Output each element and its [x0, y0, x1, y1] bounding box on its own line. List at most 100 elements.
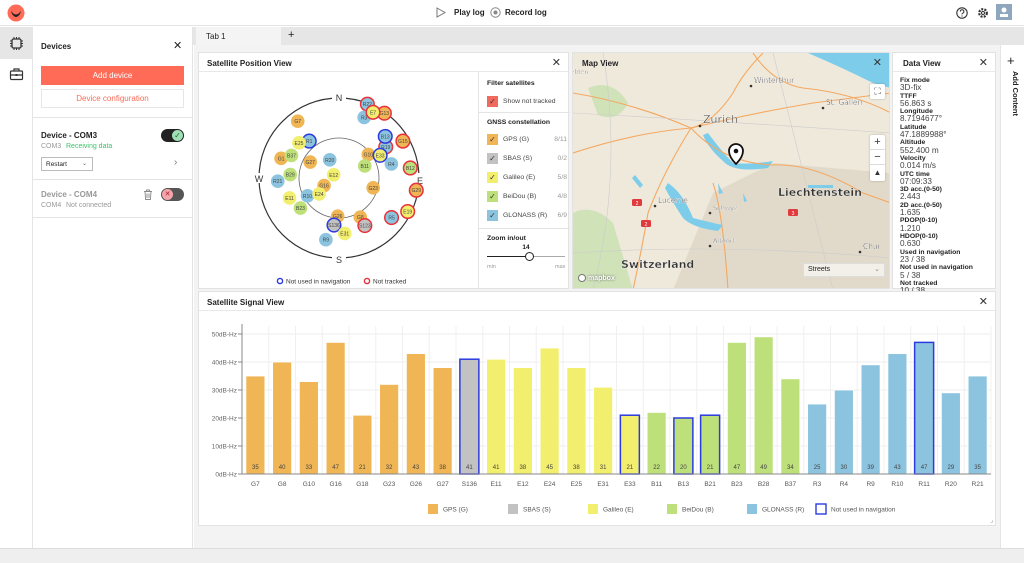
device-com4-toggle[interactable]: ✕: [161, 188, 184, 201]
satellite-R21[interactable]: R21: [270, 174, 285, 189]
satellite-B37[interactable]: B37: [284, 148, 299, 163]
satellite-R5[interactable]: R5: [383, 210, 400, 226]
add-device-button[interactable]: Add device: [41, 66, 184, 85]
rail-devices-button[interactable]: [0, 27, 33, 59]
legend-label: Galileo (E): [603, 507, 634, 514]
satellite-R20[interactable]: R20: [322, 152, 337, 167]
constellation-label: SBAS (S): [503, 154, 533, 162]
satellite-B11[interactable]: B11: [357, 159, 372, 173]
user-avatar[interactable]: [996, 4, 1012, 20]
add-tab-button[interactable]: +: [288, 29, 295, 41]
close-icon[interactable]: ✕: [978, 296, 988, 308]
satellite-E31[interactable]: E31: [337, 226, 352, 241]
bar-G16[interactable]: [325, 341, 346, 475]
satellite-G7[interactable]: G7: [290, 114, 305, 128]
play-log-button[interactable]: Play log: [436, 7, 485, 18]
bar-R3[interactable]: [807, 403, 828, 475]
close-devices-icon[interactable]: ✕: [173, 40, 183, 52]
zoom-slider[interactable]: [487, 252, 565, 261]
satellite-G27[interactable]: G27: [303, 155, 318, 169]
legend-item-galileo[interactable]: Galileo (E): [588, 504, 634, 514]
satellite-B23[interactable]: B23: [293, 201, 308, 215]
map-style-select[interactable]: Streets ⌄: [803, 263, 885, 277]
bar-G23[interactable]: [379, 384, 400, 475]
constellation-filter-galileo[interactable]: ✓ Galileo (E) 5/8: [487, 171, 567, 183]
chevron-right-icon[interactable]: ›: [174, 157, 178, 168]
bar-R11[interactable]: [913, 341, 935, 475]
constellation-filter-sbas[interactable]: ✓ SBAS (S) 0/2: [487, 152, 567, 164]
satellite-E11[interactable]: E11: [282, 191, 297, 205]
satellite-S123[interactable]: S123: [357, 217, 373, 234]
satellite-B12[interactable]: B12: [402, 160, 418, 176]
legend-item-sbas[interactable]: SBAS (S): [508, 504, 551, 514]
constellation-filter-beidou[interactable]: ✓ BeiDou (B) 4/8: [487, 190, 567, 202]
gear-icon[interactable]: [977, 7, 989, 19]
tab-1[interactable]: Tab 1: [196, 27, 281, 45]
legend-item-beidou[interactable]: BeiDou (B): [667, 504, 714, 514]
bar-G8[interactable]: [272, 361, 293, 475]
device-configuration-button[interactable]: Device configuration: [41, 89, 184, 108]
bar-G26[interactable]: [405, 353, 426, 475]
satellite-G1[interactable]: G1: [274, 151, 288, 166]
zoom-slider-thumb[interactable]: [525, 252, 535, 261]
satellite-G29[interactable]: G29: [408, 182, 424, 198]
compass-button[interactable]: ▲: [870, 165, 885, 180]
close-icon[interactable]: ✕: [872, 57, 882, 69]
add-content-button[interactable]: Add Content: [1011, 71, 1020, 116]
satellite-G23[interactable]: G23: [366, 181, 380, 195]
record-log-button[interactable]: Record log: [490, 7, 547, 18]
close-icon[interactable]: ✕: [551, 57, 561, 69]
help-icon[interactable]: [956, 7, 968, 19]
satellite-E24[interactable]: E24: [312, 187, 326, 201]
satellite-S136[interactable]: S136: [326, 217, 342, 233]
bar-E24[interactable]: [539, 347, 560, 475]
satellite-E33[interactable]: E33: [372, 147, 388, 163]
bar-B37[interactable]: [780, 378, 801, 475]
satellite-R4[interactable]: R4: [384, 157, 399, 171]
bar-B28[interactable]: [753, 336, 774, 475]
bar-R10[interactable]: [887, 353, 908, 475]
bar-E25[interactable]: [566, 367, 587, 475]
fullscreen-button[interactable]: ⛶: [870, 84, 885, 99]
device-com3-toggle[interactable]: ✓: [161, 129, 184, 142]
bar-G7[interactable]: [245, 375, 266, 475]
bar-E12[interactable]: [512, 367, 533, 475]
bar-R21[interactable]: [967, 375, 988, 475]
legend-item-not_used[interactable]: Not used in navigation: [815, 503, 896, 515]
show-not-tracked-checkbox[interactable]: ✓ Show not tracked: [487, 96, 556, 107]
trash-icon[interactable]: [143, 189, 153, 200]
satellite-R10[interactable]: R10: [300, 188, 315, 203]
satellite-R9[interactable]: R9: [319, 232, 333, 247]
bar-G27[interactable]: [432, 367, 453, 475]
close-icon[interactable]: ✕: [978, 57, 988, 69]
bar-R4[interactable]: [833, 389, 854, 475]
satellite-B29[interactable]: B29: [283, 167, 298, 182]
legend-item-glonass[interactable]: GLONASS (R): [747, 504, 804, 514]
resize-handle-icon[interactable]: ⌟: [990, 518, 993, 524]
bar-S136[interactable]: [459, 358, 480, 475]
add-content-plus-icon[interactable]: +: [1007, 53, 1015, 68]
satellite-E25[interactable]: E25: [292, 136, 306, 150]
legend-item-gps[interactable]: GPS (G): [428, 504, 468, 514]
satellite-E12[interactable]: E12: [326, 167, 341, 182]
satellite-G10[interactable]: G10: [361, 147, 376, 162]
satellite-B13[interactable]: B13: [377, 128, 393, 144]
bar-E11[interactable]: [486, 358, 507, 475]
location-pin-icon[interactable]: [728, 143, 744, 166]
map-zoom-in-button[interactable]: +: [870, 135, 885, 150]
device-action-select[interactable]: Restart ⌄: [41, 157, 93, 171]
map-zoom-out-button[interactable]: −: [870, 150, 885, 165]
satellite-E7[interactable]: E7: [365, 104, 381, 120]
bar-B23[interactable]: [726, 341, 747, 475]
bar-R20[interactable]: [940, 392, 961, 475]
satellite-E19[interactable]: E19: [400, 203, 416, 220]
satellite-G15[interactable]: G15: [395, 133, 411, 149]
constellation-filter-glonass[interactable]: ✓ GLONASS (R) 6/9: [487, 209, 567, 221]
bar-R9[interactable]: [860, 364, 881, 475]
constellation-filter-gps[interactable]: ✓ GPS (G) 8/11: [487, 133, 567, 145]
bar-E31[interactable]: [593, 386, 614, 475]
bar-G10[interactable]: [298, 381, 319, 475]
toolbox-icon[interactable]: [9, 67, 24, 81]
